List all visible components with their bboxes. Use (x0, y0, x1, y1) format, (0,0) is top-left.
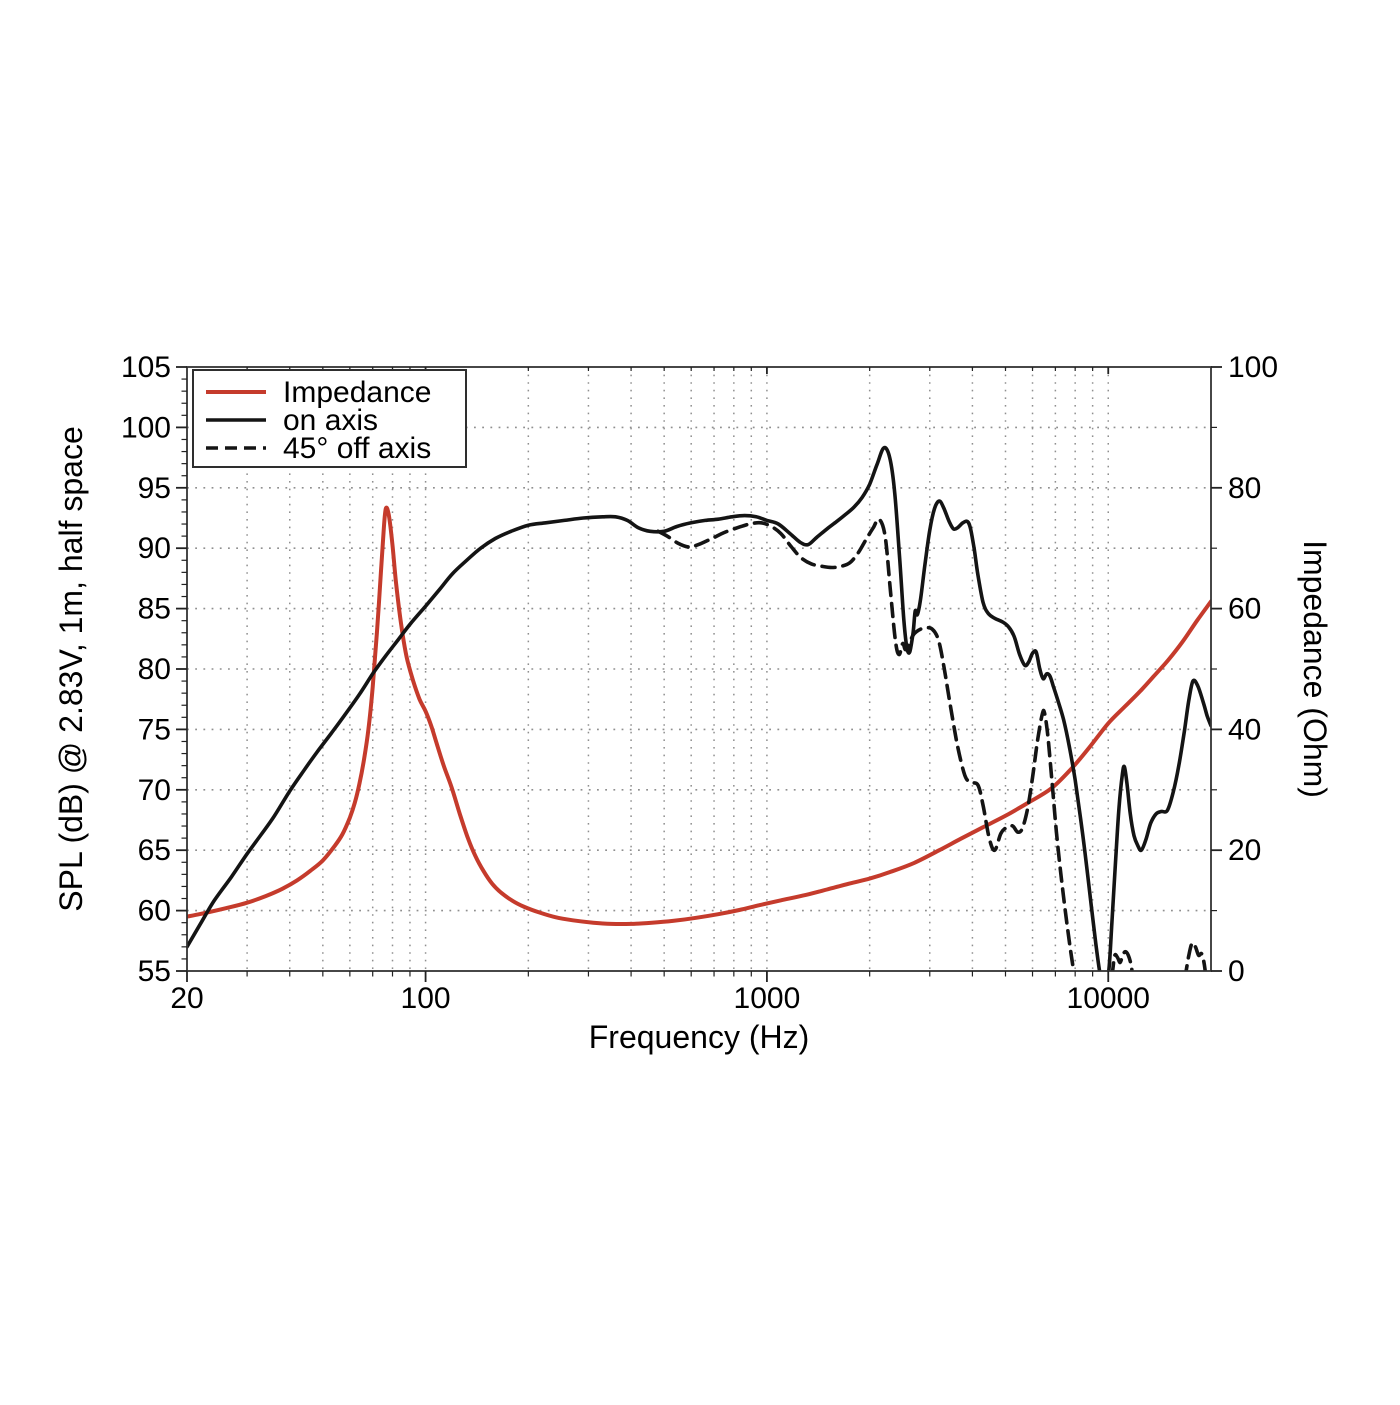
off-axis-curve (656, 517, 1207, 971)
y-right-tick-label: 20 (1228, 834, 1261, 867)
x-tick-label: 1000 (734, 982, 801, 1015)
y-right-axis-title: Impedance (Ohm) (1297, 540, 1333, 798)
legend-item-off-axis: 45° off axis (206, 432, 431, 465)
x-tick-label: 20 (170, 982, 203, 1015)
y-left-axis-title: SPL (dB) @ 2.83V, 1m, half space (53, 426, 89, 911)
y-right-tick-label: 0 (1228, 955, 1245, 988)
y-left-tick-label: 90 (138, 532, 171, 565)
y-left-tick-label: 65 (138, 834, 171, 867)
legend-label-off-axis: 45° off axis (283, 432, 431, 465)
y-left-tick-label: 100 (121, 411, 171, 444)
tick-layer (176, 366, 1222, 982)
legend-item-on-axis: on axis (206, 404, 378, 437)
on-axis-curve (187, 445, 1211, 971)
tick-label-layer: 55 60 65 70 75 80 85 90 95 100 105 0 20 40 60 80 100 20 10… (121, 351, 1278, 1015)
y-right-tick-label: 40 (1228, 713, 1261, 746)
legend-label-on-axis: on axis (283, 404, 378, 437)
legend-item-impedance: Impedance (206, 376, 431, 409)
legend-label-impedance: Impedance (283, 376, 431, 409)
impedance-curve (187, 505, 1211, 927)
x-tick-label: 100 (401, 982, 451, 1015)
y-left-tick-label: 105 (121, 351, 171, 384)
y-right-tick-label: 60 (1228, 593, 1261, 626)
y-right-tick-label: 100 (1228, 351, 1278, 384)
y-left-tick-label: 60 (138, 895, 171, 928)
y-left-tick-label: 75 (138, 713, 171, 746)
legend: Impedance on axis 45° off axis (192, 369, 467, 468)
y-left-tick-label: 70 (138, 774, 171, 807)
y-right-tick-label: 80 (1228, 472, 1261, 505)
curve-layer (187, 445, 1211, 971)
y-left-tick-label: 80 (138, 653, 171, 686)
y-left-tick-label: 95 (138, 472, 171, 505)
x-axis-title: Frequency (Hz) (589, 1019, 810, 1055)
y-left-tick-label: 85 (138, 593, 171, 626)
y-left-tick-label: 55 (138, 955, 171, 988)
x-tick-label: 10000 (1067, 982, 1150, 1015)
